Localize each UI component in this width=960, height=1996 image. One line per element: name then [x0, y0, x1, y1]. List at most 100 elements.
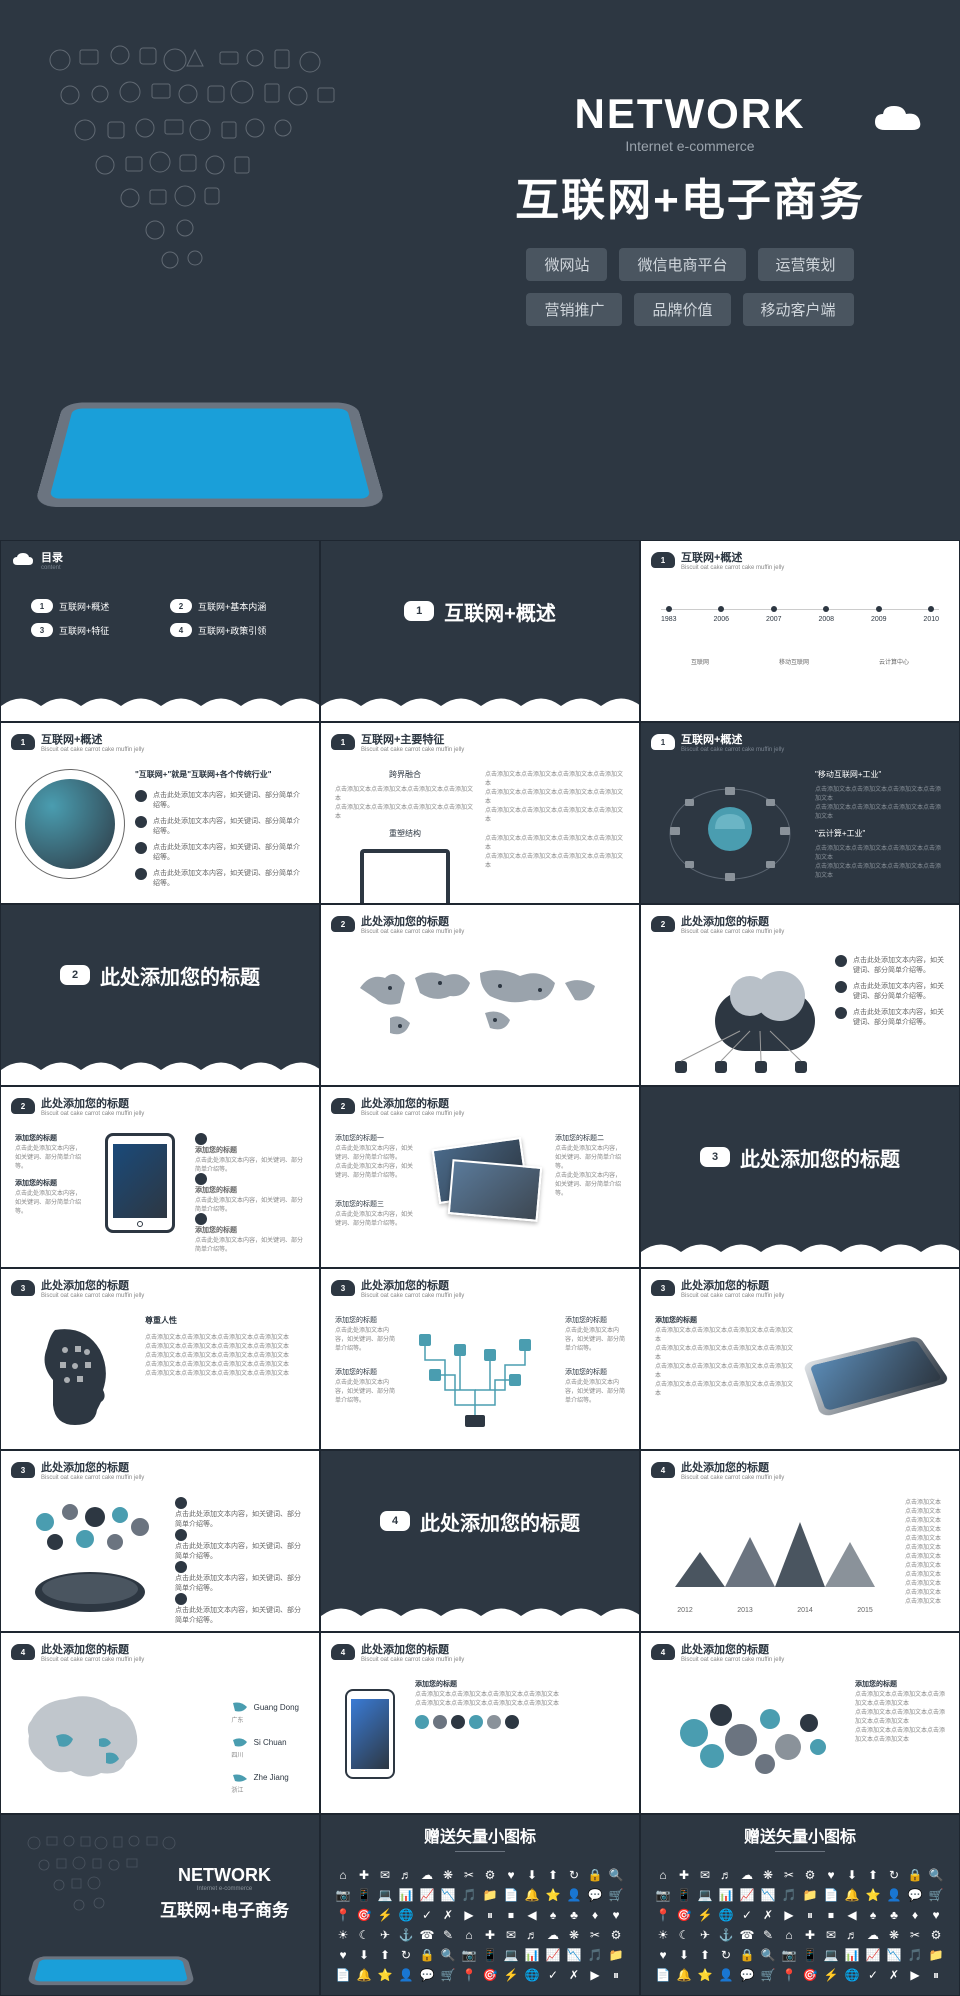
bonus-icon: ⬇ [845, 1868, 859, 1882]
bonus-icon: 🔔 [845, 1888, 859, 1902]
bonus-icon: ⭐ [378, 1968, 392, 1982]
section-title: 此处添加您的标题 [420, 1507, 580, 1536]
hero-subtitle: Internet e-commerce [480, 138, 900, 154]
bonus-icon: 📉 [887, 1948, 901, 1962]
bonus-icon: ✗ [761, 1908, 775, 1922]
bonus-icon: 📈 [740, 1888, 754, 1902]
bonus-icon: 📷 [336, 1888, 350, 1902]
bonus-icon: ⭐ [546, 1888, 560, 1902]
slide-bonus-icons-1: 赠送矢量小图标 ⌂✚✉♬☁❋✂⚙♥⬇⬆↻🔒🔍📷📱💻📊📈📉🎵📁📄🔔⭐👤💬🛒📍🎯⚡🌐… [320, 1814, 640, 1996]
bonus-icon: 🔔 [525, 1888, 539, 1902]
toc-item: 1互联网+概述 [31, 599, 150, 613]
bonus-icon: 🎯 [803, 1968, 817, 1982]
bonus-icon: ⚡ [698, 1908, 712, 1922]
bonus-icon: ⏸ [803, 1908, 817, 1922]
bonus-icon: ▶ [588, 1968, 602, 1982]
bonus-icon: ♬ [525, 1928, 539, 1942]
slide-head-profile: 3 此处添加您的标题 Biscuit oat cake carrot cake … [0, 1268, 320, 1450]
head-icons-illustration [25, 1320, 125, 1430]
bonus-icon: 💻 [824, 1948, 838, 1962]
slide-phone-apps: 4 此处添加您的标题 Biscuit oat cake carrot cake … [320, 1632, 640, 1814]
bonus-icon: ☾ [357, 1928, 371, 1942]
bonus-icon: 📊 [845, 1948, 859, 1962]
bonus-icon: 📍 [782, 1968, 796, 1982]
hero-text-block: NETWORK Internet e-commerce 互联网+电子商务 微网站… [480, 90, 900, 326]
bonus-icon: ☀ [656, 1928, 670, 1942]
bonus-icon: 🔔 [357, 1968, 371, 1982]
bonus-icon: 📊 [399, 1888, 413, 1902]
bonus-icon: 📈 [546, 1948, 560, 1962]
bonus-icon: ✂ [782, 1868, 796, 1882]
bonus-icon: ✚ [803, 1928, 817, 1942]
photo-stack [425, 1133, 545, 1227]
bonus-icon: ☁ [546, 1928, 560, 1942]
slide-features: 1 互联网+主要特征 Biscuit oat cake carrot cake … [320, 722, 640, 904]
bonus-icon: 💬 [588, 1888, 602, 1902]
bonus-icon: 📱 [677, 1888, 691, 1902]
bonus-icon: 📁 [929, 1948, 943, 1962]
bonus-icon: 📉 [761, 1888, 775, 1902]
bonus-icon: ✈ [378, 1928, 392, 1942]
bonus-icon: 📱 [803, 1948, 817, 1962]
slide-cloud-devices: 1 互联网+概述 Biscuit oat cake carrot cake mu… [640, 722, 960, 904]
bonus-icon: 🔒 [740, 1948, 754, 1962]
bonus-icon: ✂ [462, 1868, 476, 1882]
bonus-icon: ✓ [420, 1908, 434, 1922]
tag: 运营策划 [758, 248, 854, 281]
bonus-icon: 🌐 [719, 1908, 733, 1922]
tablet-small [31, 1945, 191, 1995]
bubble-cloud-illustration [660, 1689, 840, 1799]
badge-4: 4 [651, 1644, 675, 1660]
cloud-border [321, 681, 640, 721]
section-badge: 4 [380, 1511, 410, 1531]
bonus-icon: 📷 [462, 1948, 476, 1962]
bonus-icon: 📊 [525, 1948, 539, 1962]
world-map [340, 948, 620, 1058]
bonus-icon: 👤 [567, 1888, 581, 1902]
bonus-icon: 🛒 [761, 1968, 775, 1982]
bonus-icon: 🌐 [845, 1968, 859, 1982]
slide-tablet-hand: 2 此处添加您的标题 Biscuit oat cake carrot cake … [0, 1086, 320, 1268]
bonus-icon: ⏹ [824, 1908, 838, 1922]
toc-item: 2互联网+基本内涵 [170, 599, 289, 613]
bonus-icon: ✉ [824, 1928, 838, 1942]
hero-title: 互联网+电子商务 [480, 164, 900, 228]
slide-tablet-icons: 3 此处添加您的标题 Biscuit oat cake carrot cake … [0, 1450, 320, 1632]
bonus-icon: 📍 [462, 1968, 476, 1982]
icon-grid: ⌂✚✉♬☁❋✂⚙♥⬇⬆↻🔒🔍📷📱💻📊📈📉🎵📁📄🔔⭐👤💬🛒📍🎯⚡🌐✓✗▶⏸⏹◀♠♣… [641, 1858, 959, 1992]
bonus-icon: ↻ [399, 1948, 413, 1962]
closing-title: 互联网+电子商务 [160, 1896, 289, 1921]
toc-item: 4互联网+政策引领 [170, 623, 289, 637]
bonus-icon: 📁 [483, 1888, 497, 1902]
slide-area-chart: 4 此处添加您的标题 Biscuit oat cake carrot cake … [640, 1450, 960, 1632]
bonus-icon: ☁ [420, 1868, 434, 1882]
tag: 微网站 [526, 248, 607, 281]
bonus-icon: 📱 [483, 1948, 497, 1962]
bonus-icon: ✚ [483, 1928, 497, 1942]
bonus-icon: ▶ [462, 1908, 476, 1922]
slide-china-map: 4 此处添加您的标题 Biscuit oat cake carrot cake … [0, 1632, 320, 1814]
bonus-icon: 📊 [719, 1888, 733, 1902]
region-labels: Guang Dong广东 Si Chuan四川 Zhe Jiang浙江 [231, 1701, 299, 1806]
circuit-diagram [405, 1320, 545, 1430]
bonus-icon: ✗ [887, 1968, 901, 1982]
bonus-icon: ✎ [441, 1928, 455, 1942]
slide-globe: 1 互联网+概述 Biscuit oat cake carrot cake mu… [0, 722, 320, 904]
bonus-icon: 📄 [336, 1968, 350, 1982]
bonus-icon: ✉ [504, 1928, 518, 1942]
badge-2: 2 [331, 916, 355, 932]
slide-title: 互联网+概述 [681, 549, 784, 565]
badge-4: 4 [11, 1644, 35, 1660]
bonus-icon: ♣ [887, 1908, 901, 1922]
timeline: 1983 2006 2007 2008 2009 2010 [661, 609, 939, 627]
bonus-icon: ✂ [588, 1928, 602, 1942]
bonus-title: 赠送矢量小图标 [641, 1815, 959, 1851]
bonus-icon: 📷 [782, 1948, 796, 1962]
bonus-icon: ✗ [567, 1968, 581, 1982]
bonus-icon: 💬 [420, 1968, 434, 1982]
bonus-icon: ⬇ [677, 1948, 691, 1962]
bonus-icon: ♥ [336, 1948, 350, 1962]
slide-phone-3d: 3 此处添加您的标题 Biscuit oat cake carrot cake … [640, 1268, 960, 1450]
bonus-icon: ⚓ [399, 1928, 413, 1942]
bonus-icon: ⭐ [698, 1968, 712, 1982]
